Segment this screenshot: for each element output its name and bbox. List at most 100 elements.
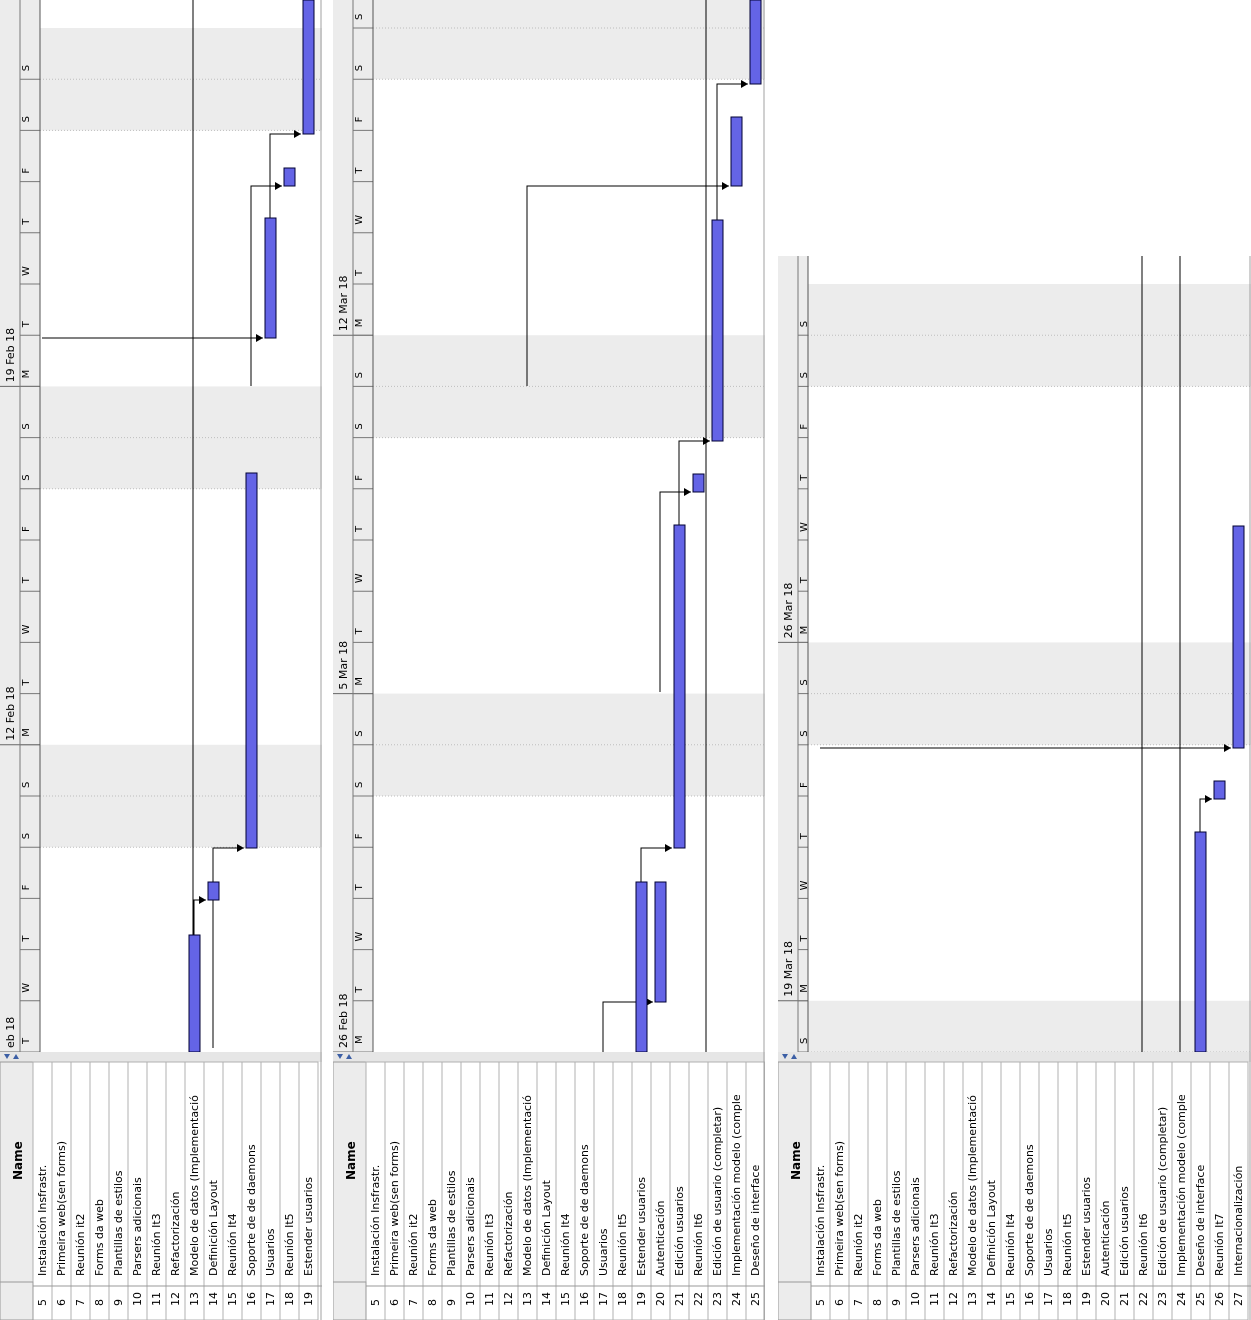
- task-bar-26[interactable]: [1213, 780, 1226, 800]
- task-bar-19[interactable]: [302, 0, 315, 135]
- task-bar-14[interactable]: [207, 881, 220, 901]
- arrow-head: [237, 844, 244, 852]
- day-label: S: [354, 65, 365, 71]
- arrow-head: [256, 334, 263, 342]
- task-name: Edición usuarios: [1118, 1186, 1131, 1276]
- task-bar-16[interactable]: [245, 472, 258, 849]
- task-number: 24: [730, 1292, 743, 1306]
- task-name: Modelo de datos (Implementació: [521, 1095, 534, 1276]
- table-row[interactable]: [89, 1061, 110, 1320]
- expand-icon[interactable]: [346, 1054, 352, 1059]
- table-row[interactable]: [298, 1061, 319, 1320]
- week-label: 19 Feb 18: [4, 328, 17, 382]
- task-number: 8: [93, 1299, 106, 1306]
- table-row[interactable]: [867, 1061, 888, 1320]
- day-label: F: [799, 424, 810, 430]
- day-label: W: [799, 522, 810, 532]
- table-row[interactable]: [422, 1061, 443, 1320]
- table-row[interactable]: [498, 1061, 519, 1320]
- splitter[interactable]: [333, 1052, 765, 1062]
- task-bar-24[interactable]: [730, 116, 743, 187]
- table-row[interactable]: [222, 1061, 243, 1320]
- name-column-header[interactable]: [0, 1061, 34, 1320]
- table-row[interactable]: [848, 1061, 869, 1320]
- table-row[interactable]: [479, 1061, 500, 1320]
- weekend-shade: [373, 744, 765, 796]
- dependency-arrow: [250, 182, 282, 386]
- task-number: 17: [1042, 1292, 1055, 1306]
- table-row[interactable]: [650, 1061, 671, 1320]
- expand-icon[interactable]: [13, 1054, 19, 1059]
- task-number: 25: [749, 1292, 762, 1306]
- task-bar-17[interactable]: [264, 217, 277, 339]
- expand-icon[interactable]: [791, 1054, 797, 1059]
- day-label: S: [354, 14, 365, 20]
- task-bar-25[interactable]: [749, 0, 762, 85]
- task-bar-27[interactable]: [1232, 525, 1245, 749]
- splitter[interactable]: [0, 1052, 322, 1062]
- task-bar-23[interactable]: [711, 219, 724, 442]
- table-row[interactable]: [924, 1061, 945, 1320]
- num-column-header: [333, 1281, 367, 1320]
- task-bar-13[interactable]: [188, 934, 201, 1053]
- day-label: S: [799, 321, 810, 327]
- task-bar-18[interactable]: [283, 167, 296, 187]
- task-bar-19[interactable]: [635, 881, 648, 1053]
- name-column-header[interactable]: [778, 1061, 812, 1320]
- task-name: Primeira web(sen forms): [833, 1141, 846, 1276]
- table-row[interactable]: [1133, 1061, 1154, 1320]
- day-label: F: [21, 884, 32, 890]
- chart-area: [333, 0, 765, 1052]
- gantt-panel-2: 26 Feb 18 M T W T F S S 5 Mar 18 M T W T F S S 12 Mar 18…: [333, 0, 765, 1320]
- table-row[interactable]: [593, 1061, 614, 1320]
- table-row[interactable]: [555, 1061, 576, 1320]
- table-row[interactable]: [1095, 1061, 1116, 1320]
- task-number: 13: [966, 1292, 979, 1306]
- splitter[interactable]: [778, 1052, 1251, 1062]
- task-name: Estender usuarios: [302, 1177, 315, 1276]
- collapse-icon[interactable]: [782, 1054, 788, 1059]
- task-number: 11: [150, 1292, 163, 1306]
- table-row[interactable]: [1209, 1061, 1230, 1320]
- task-number: 8: [871, 1299, 884, 1306]
- name-header-label: Name: [789, 1141, 803, 1180]
- task-bar-22[interactable]: [692, 473, 705, 493]
- dependency-path: [659, 491, 691, 692]
- table-row[interactable]: [279, 1061, 300, 1320]
- day-label: S: [21, 116, 32, 122]
- table-row[interactable]: [1057, 1061, 1078, 1320]
- table-row[interactable]: [1000, 1061, 1021, 1320]
- task-name: Reunión It4: [226, 1213, 239, 1276]
- arrow-head: [665, 844, 672, 852]
- task-name: Reunión It4: [559, 1213, 572, 1276]
- task-name: Usuarios: [264, 1228, 277, 1276]
- table-row[interactable]: [745, 1061, 765, 1320]
- collapse-icon[interactable]: [337, 1054, 343, 1059]
- table-row[interactable]: [1228, 1061, 1249, 1320]
- table-row[interactable]: [943, 1061, 964, 1320]
- task-bar-25[interactable]: [1194, 831, 1207, 1053]
- table-row[interactable]: [688, 1061, 709, 1320]
- task-number: 19: [302, 1292, 315, 1306]
- day-label: T: [354, 525, 365, 533]
- task-bar-21[interactable]: [673, 524, 686, 849]
- week-label: 5 Mar 18: [337, 641, 350, 690]
- table-row[interactable]: [146, 1061, 167, 1320]
- table-row[interactable]: [612, 1061, 633, 1320]
- task-name: Instalación Insfrastr.: [36, 1165, 49, 1276]
- table-row[interactable]: [1038, 1061, 1059, 1320]
- task-number: 20: [654, 1292, 667, 1306]
- week-label: 12 Feb 18: [4, 686, 17, 740]
- table-row[interactable]: [165, 1061, 186, 1320]
- day-label: T: [354, 883, 365, 891]
- task-name: Reunión It5: [283, 1213, 296, 1276]
- table-row[interactable]: [403, 1061, 424, 1320]
- table-row[interactable]: [70, 1061, 91, 1320]
- task-number: 22: [1137, 1292, 1150, 1306]
- day-label: T: [799, 935, 810, 943]
- task-bar-20[interactable]: [654, 881, 667, 1003]
- collapse-icon[interactable]: [4, 1054, 10, 1059]
- arrow-head: [1224, 744, 1231, 752]
- table-row[interactable]: [260, 1061, 281, 1320]
- name-column-header[interactable]: [333, 1061, 367, 1320]
